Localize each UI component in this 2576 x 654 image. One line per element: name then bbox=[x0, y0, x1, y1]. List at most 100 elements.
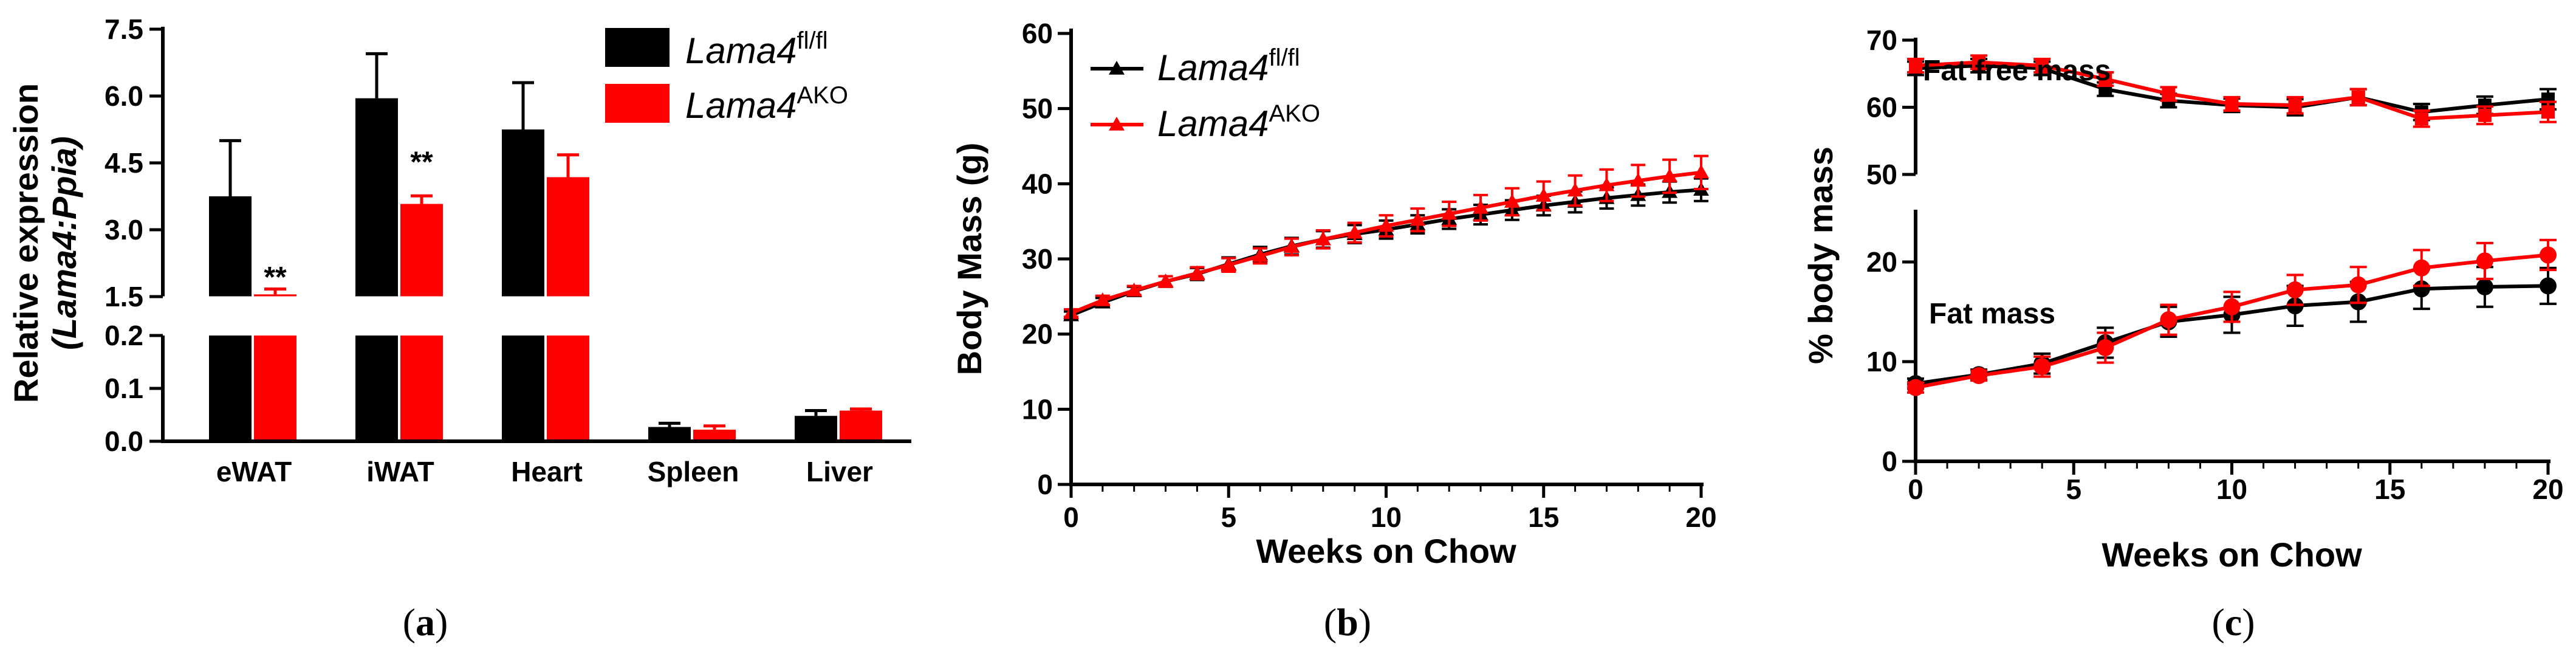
bar-Spleen-0 bbox=[648, 427, 691, 441]
xtick-label-c-4: 20 bbox=[2532, 473, 2563, 505]
significance-eWAT: ** bbox=[264, 261, 287, 294]
point-c-1-1-9 bbox=[2476, 252, 2493, 270]
legend-label-ako: Lama4AKO bbox=[685, 82, 848, 126]
xtick-label-iWAT: iWAT bbox=[366, 456, 434, 487]
xtick-label-eWAT: eWAT bbox=[216, 456, 292, 487]
legend-label-ako-b: Lama4AKO bbox=[1157, 100, 1320, 144]
caption-a: (a) bbox=[403, 601, 448, 644]
xtick-label-c-0: 0 bbox=[1908, 473, 1923, 505]
point-c-1-1-0 bbox=[1907, 379, 1924, 396]
y-axis-title-c: % body mass bbox=[1801, 146, 1840, 364]
point-b-1-11 bbox=[1410, 212, 1426, 226]
ytick-label-lower-0: 0.0 bbox=[104, 425, 143, 457]
caption-c-letter: c bbox=[2225, 601, 2242, 644]
point-c-0-1-5 bbox=[2225, 97, 2239, 111]
point-c-1-1-4 bbox=[2160, 311, 2177, 329]
legend-label-ctrl-base: Lama4 bbox=[685, 30, 796, 71]
caption-c-open: ( bbox=[2211, 601, 2224, 644]
xtick-label-b-3: 15 bbox=[1528, 501, 1559, 533]
point-b-1-13 bbox=[1473, 199, 1489, 214]
ytick-label-upper-1: 3.0 bbox=[104, 214, 143, 246]
point-b-1-15 bbox=[1535, 188, 1552, 202]
point-b-1-19 bbox=[1662, 168, 1678, 182]
legend-label-ctrl-b-base: Lama4 bbox=[1157, 47, 1269, 88]
point-c-1-1-1 bbox=[1970, 367, 1988, 384]
legend-marker-ako-b bbox=[1109, 117, 1125, 131]
ytick-label-b-6: 60 bbox=[1022, 18, 1053, 49]
panel-a: 1.5 3.0 4.5 6.0 7.5 0.0 0.1 0.2 eWAT iWAT Heart Spl… bbox=[7, 13, 911, 644]
ytick-label-upper-4: 7.5 bbox=[104, 13, 143, 45]
point-b-1-18 bbox=[1630, 173, 1646, 187]
ytick-label-upper-3: 6.0 bbox=[104, 80, 143, 112]
ytick-label-b-4: 40 bbox=[1022, 168, 1053, 199]
bar-Liver-0 bbox=[795, 416, 837, 441]
legend-marker-ctrl-b bbox=[1109, 61, 1125, 75]
legend-label-ctrl-sup: fl/fl bbox=[796, 27, 827, 54]
legend-label-ctrl: Lama4fl/fl bbox=[685, 27, 828, 71]
ytick-label-b-5: 50 bbox=[1022, 93, 1053, 125]
caption-b-close: ) bbox=[1358, 601, 1371, 644]
ytick-label-c-1-0: 0 bbox=[1882, 446, 1897, 477]
point-b-1-1 bbox=[1094, 292, 1111, 306]
point-c-1-1-5 bbox=[2223, 298, 2241, 315]
xtick-label-b-1: 5 bbox=[1221, 501, 1236, 533]
ytick-label-b-0: 0 bbox=[1037, 469, 1053, 500]
point-c-1-1-10 bbox=[2540, 246, 2557, 264]
point-c-0-1-4 bbox=[2162, 87, 2176, 101]
legend-label-ako-sup: AKO bbox=[796, 82, 848, 109]
legend-swatch-ctrl bbox=[605, 28, 670, 67]
point-c-0-1-10 bbox=[2541, 105, 2555, 119]
xtick-label-b-4: 20 bbox=[1685, 501, 1716, 533]
caption-b-open: ( bbox=[1324, 601, 1337, 644]
ytick-label-c-1-2: 20 bbox=[1866, 246, 1897, 278]
point-c-0-0-9 bbox=[2478, 98, 2492, 112]
point-c-1-0-10 bbox=[2540, 277, 2557, 295]
bar-iWAT-0-upper bbox=[355, 98, 398, 297]
bar-Heart-0-upper bbox=[502, 129, 544, 297]
point-c-1-1-6 bbox=[2286, 281, 2304, 298]
xtick-label-c-1: 5 bbox=[2066, 473, 2081, 505]
point-b-1-16 bbox=[1567, 182, 1583, 197]
ytick-label-upper-2: 4.5 bbox=[104, 147, 143, 179]
y-axis-title-b: Body Mass (g) bbox=[950, 143, 988, 376]
ytick-label-c-0-2: 70 bbox=[1866, 24, 1897, 56]
x-axis-title-c: Weeks on Chow bbox=[2102, 535, 2362, 574]
point-b-1-8 bbox=[1315, 231, 1331, 246]
point-c-0-1-6 bbox=[2288, 98, 2302, 112]
point-b-1-17 bbox=[1598, 177, 1615, 191]
ytick-label-lower-2: 0.2 bbox=[104, 320, 143, 351]
panel-c: 50 60 70 Fat free mass 0 10 20 Fat mass 0 5 10 15 20… bbox=[1801, 24, 2564, 644]
bar-Liver-1 bbox=[840, 410, 882, 441]
point-c-1-1-7 bbox=[2349, 276, 2367, 294]
ytick-label-lower-1: 0.1 bbox=[104, 373, 143, 404]
point-b-1-7 bbox=[1283, 239, 1300, 253]
point-b-1-4 bbox=[1189, 265, 1205, 280]
ytick-label-c-0-1: 60 bbox=[1866, 92, 1897, 123]
xtick-label-Heart: Heart bbox=[511, 456, 583, 487]
legend-label-ctrl-b-sup: fl/fl bbox=[1269, 44, 1300, 71]
subplot-label-c-1: Fat mass bbox=[1929, 298, 2055, 330]
bar-eWAT-1-lower bbox=[254, 336, 296, 441]
bar-iWAT-1-lower bbox=[400, 336, 443, 441]
significance-iWAT: ** bbox=[410, 146, 433, 178]
point-c-0-1-8 bbox=[2414, 112, 2428, 126]
legend-label-ctrl-b: Lama4fl/fl bbox=[1157, 44, 1300, 88]
y-axis-title-line1: Relative expression bbox=[7, 83, 45, 403]
bar-iWAT-0-lower bbox=[355, 336, 398, 441]
ytick-label-b-1: 10 bbox=[1022, 393, 1053, 425]
point-b-1-9 bbox=[1346, 224, 1363, 239]
ytick-label-upper-0: 1.5 bbox=[104, 281, 143, 312]
point-b-1-14 bbox=[1504, 194, 1520, 208]
ytick-label-b-2: 20 bbox=[1022, 318, 1053, 350]
bar-Heart-1-upper bbox=[547, 177, 589, 297]
xtick-label-b-2: 10 bbox=[1371, 501, 1402, 533]
subplot-label-c-0: Fat free mass bbox=[1923, 55, 2111, 87]
caption-b-letter: b bbox=[1337, 601, 1358, 644]
point-c-0-1-7 bbox=[2351, 90, 2365, 104]
point-b-1-5 bbox=[1221, 256, 1237, 271]
bar-Heart-1-lower bbox=[547, 336, 589, 441]
caption-a-open: ( bbox=[403, 601, 416, 644]
point-b-1-6 bbox=[1252, 248, 1269, 262]
point-b-1-12 bbox=[1441, 205, 1458, 220]
